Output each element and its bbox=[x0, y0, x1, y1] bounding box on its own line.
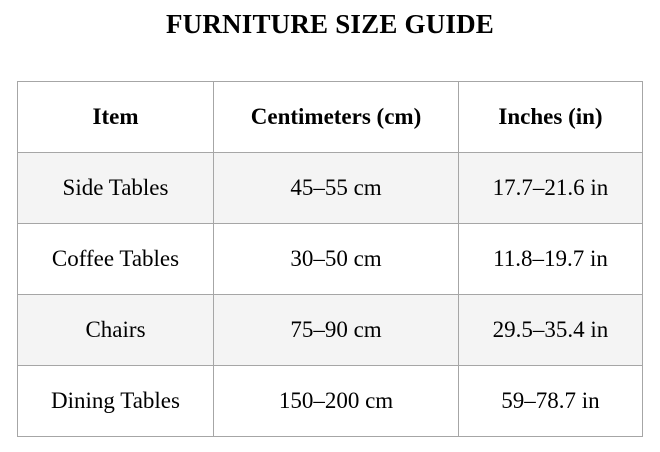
cell-centimeters: 30–50 cm bbox=[213, 223, 459, 295]
column-header-item: Item bbox=[17, 81, 214, 153]
cell-inches: 59–78.7 in bbox=[458, 365, 643, 437]
cell-item: Chairs bbox=[17, 294, 214, 366]
furniture-size-table: Item Centimeters (cm) Inches (in) Side T… bbox=[17, 81, 643, 437]
cell-inches: 11.8–19.7 in bbox=[458, 223, 643, 295]
table-row: Dining Tables 150–200 cm 59–78.7 in bbox=[17, 365, 643, 437]
cell-item: Side Tables bbox=[17, 152, 214, 224]
table-header-row: Item Centimeters (cm) Inches (in) bbox=[17, 81, 643, 153]
table-row: Chairs 75–90 cm 29.5–35.4 in bbox=[17, 294, 643, 366]
cell-item: Dining Tables bbox=[17, 365, 214, 437]
table-row: Side Tables 45–55 cm 17.7–21.6 in bbox=[17, 152, 643, 224]
column-header-inches: Inches (in) bbox=[458, 81, 643, 153]
cell-centimeters: 75–90 cm bbox=[213, 294, 459, 366]
cell-centimeters: 150–200 cm bbox=[213, 365, 459, 437]
cell-inches: 17.7–21.6 in bbox=[458, 152, 643, 224]
column-header-centimeters: Centimeters (cm) bbox=[213, 81, 459, 153]
cell-item: Coffee Tables bbox=[17, 223, 214, 295]
page-title: FURNITURE SIZE GUIDE bbox=[165, 9, 495, 39]
table-row: Coffee Tables 30–50 cm 11.8–19.7 in bbox=[17, 223, 643, 295]
cell-centimeters: 45–55 cm bbox=[213, 152, 459, 224]
cell-inches: 29.5–35.4 in bbox=[458, 294, 643, 366]
